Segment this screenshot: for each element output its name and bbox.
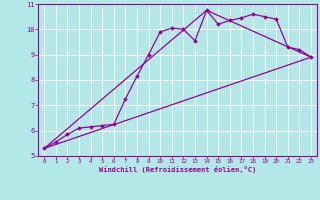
X-axis label: Windchill (Refroidissement éolien,°C): Windchill (Refroidissement éolien,°C) <box>99 166 256 173</box>
